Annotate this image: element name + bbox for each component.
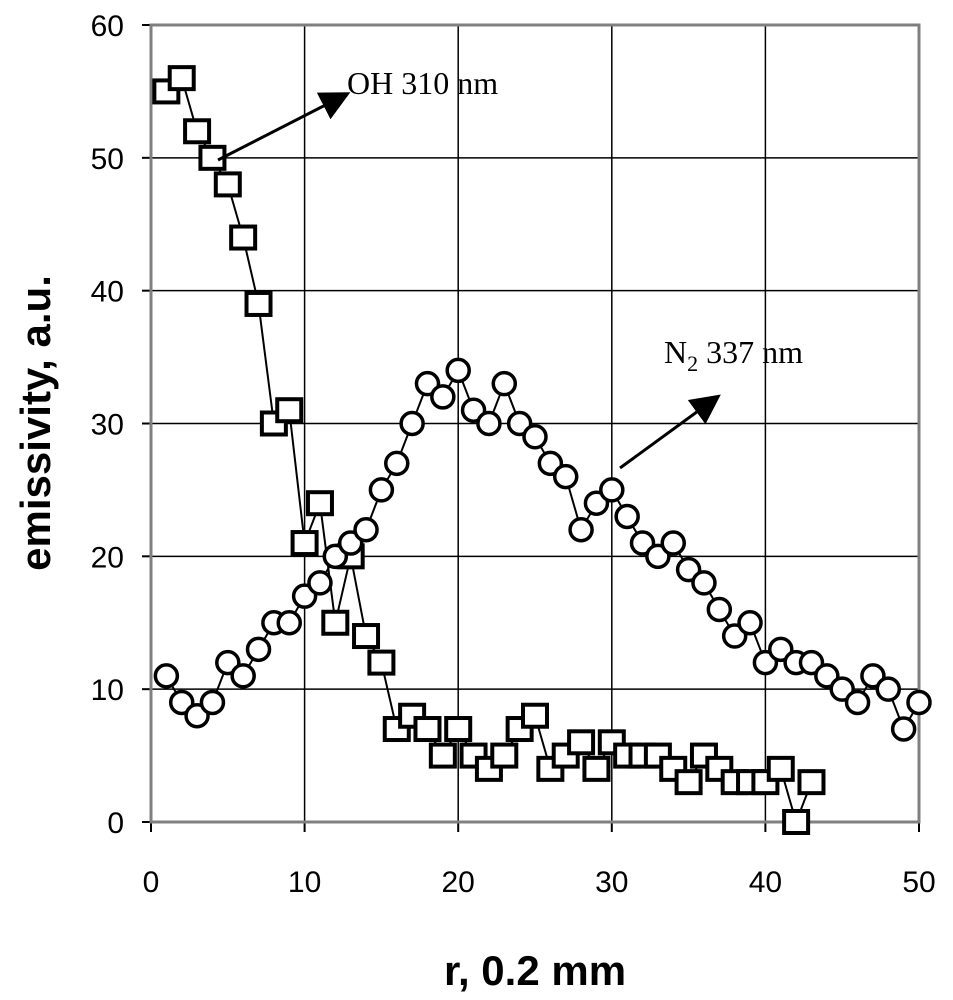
circle-point xyxy=(430,384,456,410)
square-point xyxy=(229,224,258,251)
n2-annotation-arrow xyxy=(619,394,721,470)
circle-point xyxy=(906,689,932,716)
x-tick-label: 0 xyxy=(143,866,160,899)
y-tick-label: 0 xyxy=(107,807,124,840)
plot-frame xyxy=(149,23,921,824)
circle-point xyxy=(522,424,548,450)
series-layer xyxy=(152,65,932,835)
square-point xyxy=(305,490,334,517)
square-point xyxy=(167,65,196,92)
circle-point xyxy=(844,689,871,716)
y-tick-label: 60 xyxy=(91,10,124,43)
circle-point xyxy=(491,370,518,397)
square-point xyxy=(367,649,396,676)
series-line xyxy=(165,76,813,826)
square-point xyxy=(183,118,212,145)
square-point xyxy=(766,755,795,782)
y-tick-label: 40 xyxy=(91,276,124,309)
circle-point xyxy=(445,357,471,384)
circle-point xyxy=(691,570,717,596)
x-tick-label: 40 xyxy=(749,866,782,899)
circle-point xyxy=(706,596,733,623)
square-point xyxy=(213,171,242,198)
n2-annotation-rest: 337 nm xyxy=(698,334,803,370)
x-tick-label: 30 xyxy=(595,866,628,899)
circle-point xyxy=(368,477,395,503)
circle-point xyxy=(614,503,640,530)
square-point xyxy=(567,729,596,756)
y-tick-label: 20 xyxy=(91,541,124,574)
square-point xyxy=(352,623,381,650)
circle-point xyxy=(875,676,902,702)
y-axis-title: emissivity, a.u. xyxy=(12,275,59,571)
square-point xyxy=(275,397,304,424)
x-tick-label: 50 xyxy=(902,866,935,899)
square-series xyxy=(152,65,826,835)
circle-point xyxy=(476,410,502,437)
circle-point xyxy=(890,716,917,742)
n2-annotation-main: N xyxy=(664,334,687,370)
x-tick-labels: 0 10 20 30 40 50 xyxy=(143,866,936,899)
square-point xyxy=(444,716,473,743)
y-tick-label: 50 xyxy=(91,143,124,176)
square-point xyxy=(290,530,319,557)
n2-annotation-label: N2 337 nm xyxy=(664,334,803,376)
square-point xyxy=(521,702,549,729)
square-point xyxy=(428,742,457,769)
x-tick-label: 10 xyxy=(288,866,321,899)
y-tick-label: 30 xyxy=(91,409,124,442)
square-point xyxy=(413,716,442,743)
square-point xyxy=(321,609,350,636)
square-point xyxy=(674,769,703,796)
circle-point xyxy=(353,517,379,543)
circle-point xyxy=(384,450,410,477)
oh-annotation-arrow xyxy=(217,92,351,162)
oh-annotation-label: OH 310 nm xyxy=(347,65,498,101)
circle-point xyxy=(230,663,256,689)
circle-point xyxy=(276,610,302,636)
circle-point xyxy=(568,517,594,543)
square-point xyxy=(782,809,811,835)
circle-point xyxy=(552,463,579,490)
circle-point xyxy=(660,530,686,556)
circle-point xyxy=(599,477,625,503)
circle-point xyxy=(307,570,333,596)
circle-point xyxy=(399,410,425,437)
y-tick-label: 10 xyxy=(91,674,124,707)
square-point xyxy=(582,755,611,782)
x-axis-title: r, 0.2 mm xyxy=(444,947,626,994)
square-point xyxy=(244,290,273,317)
square-point xyxy=(490,742,519,769)
y-tick-labels: 0 10 20 30 40 50 60 xyxy=(91,10,124,840)
circle-series xyxy=(153,357,932,742)
square-point xyxy=(797,769,826,796)
x-tick-label: 20 xyxy=(442,866,475,899)
n2-annotation-sub: 2 xyxy=(687,351,698,376)
circle-point xyxy=(737,610,763,636)
circle-point xyxy=(153,663,180,689)
circle-point xyxy=(245,636,272,663)
circle-point xyxy=(199,689,226,716)
